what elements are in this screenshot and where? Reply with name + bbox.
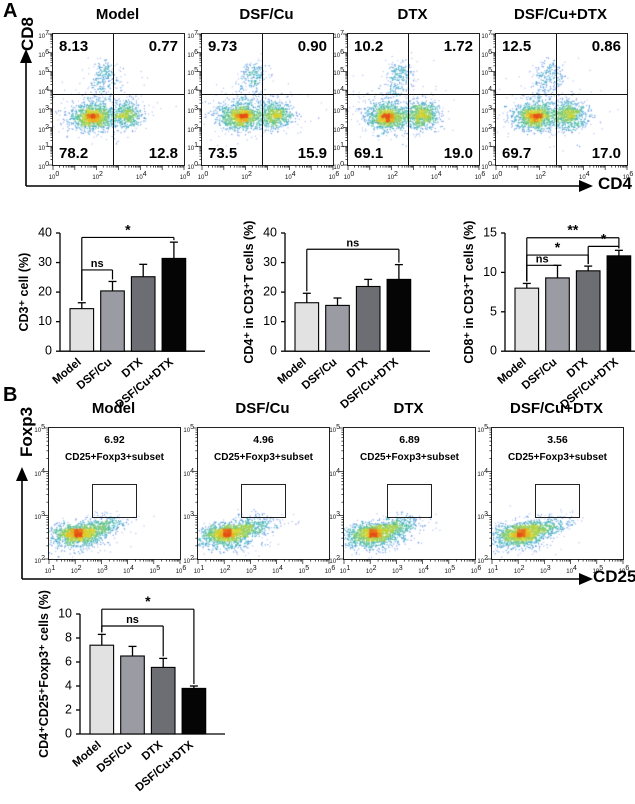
svg-text:15: 15 <box>483 226 497 240</box>
svg-text:DTX: DTX <box>140 739 166 763</box>
svg-text:ns: ns <box>126 614 139 626</box>
svg-text:40: 40 <box>263 226 277 240</box>
svg-text:30: 30 <box>38 255 52 269</box>
svg-text:CD4⁺CD25⁺Foxp3⁺ cells (%): CD4⁺CD25⁺Foxp3⁺ cells (%) <box>37 590 51 758</box>
svg-text:10: 10 <box>38 314 52 328</box>
svg-text:*: * <box>145 593 151 609</box>
svg-text:0: 0 <box>270 344 277 358</box>
svg-text:30: 30 <box>263 255 277 269</box>
svg-text:10: 10 <box>58 607 72 621</box>
svg-text:0: 0 <box>45 344 52 358</box>
svg-text:DSF/Cu: DSF/Cu <box>95 739 135 775</box>
svg-text:CD8⁺ in CD3⁺T cells (%): CD8⁺ in CD3⁺T cells (%) <box>462 221 476 364</box>
svg-text:20: 20 <box>263 285 277 299</box>
svg-text:0: 0 <box>65 727 72 741</box>
svg-text:DTX: DTX <box>565 356 591 380</box>
svg-text:6: 6 <box>65 655 72 669</box>
svg-text:5: 5 <box>490 304 497 318</box>
svg-text:ns: ns <box>346 237 359 249</box>
svg-text:ns: ns <box>91 258 104 270</box>
svg-text:10: 10 <box>263 314 277 328</box>
svg-text:DTX: DTX <box>120 356 146 380</box>
svg-text:20: 20 <box>38 285 52 299</box>
svg-text:4: 4 <box>65 679 72 693</box>
svg-text:40: 40 <box>38 226 52 240</box>
svg-text:CD3⁺ cell (%): CD3⁺ cell (%) <box>17 253 31 332</box>
svg-text:DTX: DTX <box>345 356 371 380</box>
svg-text:0: 0 <box>490 344 497 358</box>
svg-text:10: 10 <box>483 265 497 279</box>
svg-text:*: * <box>601 230 607 246</box>
svg-text:**: ** <box>567 222 578 238</box>
svg-text:DSF/Cu+DTX: DSF/Cu+DTX <box>134 739 197 794</box>
svg-text:2: 2 <box>65 703 72 717</box>
svg-text:*: * <box>555 239 561 255</box>
svg-text:8: 8 <box>65 631 72 645</box>
svg-text:*: * <box>125 221 131 237</box>
svg-text:CD4⁺ in CD3⁺T cells (%): CD4⁺ in CD3⁺T cells (%) <box>242 221 256 364</box>
